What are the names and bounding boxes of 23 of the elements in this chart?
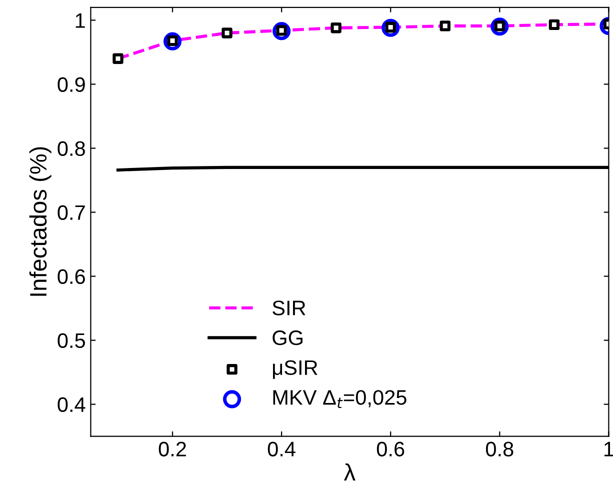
x-tick-label: 0.6 [376,442,404,456]
legend-label: SIR [272,300,306,316]
y-tick-label: 0.4 [58,397,86,412]
y-tick-label: 1 [76,13,85,28]
point [112,53,124,64]
point [440,20,450,32]
legend-label: GG [272,330,302,346]
x-tick-label: 1 [604,442,613,456]
legend-label: MKV Δ$_{t}$=0,025 [273,390,406,408]
y-tick-label: 0.9 [58,77,85,92]
y-tick-label: 0.5 [58,333,85,348]
x-tick-label: 0.8 [486,442,514,456]
x-axis-title: λ [344,463,356,480]
y-tick-label: 0.8 [58,141,85,156]
y-axis-title: Infectados (%) [29,147,52,296]
point [330,22,342,34]
x-tick-label: 0.2 [158,442,186,456]
y-tick-label: 0.7 [58,205,85,220]
y-tick-label: 0.6 [58,269,85,284]
x-tick-label: 0.4 [268,442,296,456]
point [548,19,560,30]
legend-label: μSIR [273,360,318,379]
point [222,28,232,38]
